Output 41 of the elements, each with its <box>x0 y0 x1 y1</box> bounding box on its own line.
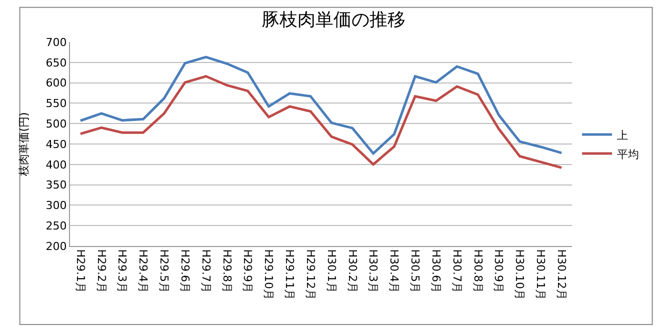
y-tick-label: 250 <box>46 219 67 232</box>
y-tick-label: 400 <box>46 158 67 172</box>
y-tick-label: 600 <box>46 76 67 90</box>
y-tick-label: 650 <box>46 56 67 70</box>
y-tick-label: 500 <box>46 117 67 130</box>
y-tick-label: 300 <box>46 199 67 212</box>
x-tick-label: H29.1月 <box>74 249 87 293</box>
y-tick-label: 550 <box>46 97 67 110</box>
x-tick-label: H30.3月 <box>366 249 380 293</box>
x-tick-label: H30.5月 <box>408 249 422 293</box>
line-series <box>79 75 563 169</box>
x-tick-label: H30.8月 <box>471 249 484 293</box>
x-tick-label: H29.3月 <box>116 249 129 293</box>
x-tick-label: H29.10月 <box>262 249 276 300</box>
x-tick-label: H29.2月 <box>94 249 108 293</box>
x-tick-label: H30.1月 <box>324 249 338 293</box>
y-axis-title: 枝肉単価(円) <box>17 112 30 177</box>
y-tick-label: 450 <box>46 138 67 151</box>
x-tick-label: H30.6月 <box>429 249 442 293</box>
x-tick-label: H30.4月 <box>388 249 401 293</box>
x-tick-label: H29.7月 <box>199 249 212 293</box>
x-tick-label: H30.7月 <box>450 249 464 293</box>
legend-label: 上 <box>617 128 628 142</box>
x-tick-label: H29.12月 <box>304 249 317 300</box>
legend-label: 平均 <box>617 148 640 161</box>
x-tick-label: H30.2月 <box>346 249 359 293</box>
x-tick-label: H30.11月 <box>534 249 548 300</box>
x-tick-label: H29.6月 <box>178 249 192 293</box>
chart-title: 豚枝肉単価の推移 <box>262 10 406 31</box>
x-tick-label: H29.5月 <box>158 249 171 293</box>
x-tick-label: H29.4月 <box>136 249 150 293</box>
x-tick-label: H29.9月 <box>241 249 254 293</box>
x-tick-label: H30.9月 <box>492 249 506 293</box>
x-tick-label: H30.12月 <box>554 249 568 300</box>
y-tick-label: 700 <box>46 36 67 49</box>
y-tick-label: 200 <box>46 240 67 253</box>
x-tick-label: H29.11月 <box>283 249 296 300</box>
y-tick-label: 350 <box>46 178 67 192</box>
x-tick-label: H29.8月 <box>220 249 234 293</box>
line-series <box>79 56 563 155</box>
x-tick-label: H30.10月 <box>513 249 526 300</box>
